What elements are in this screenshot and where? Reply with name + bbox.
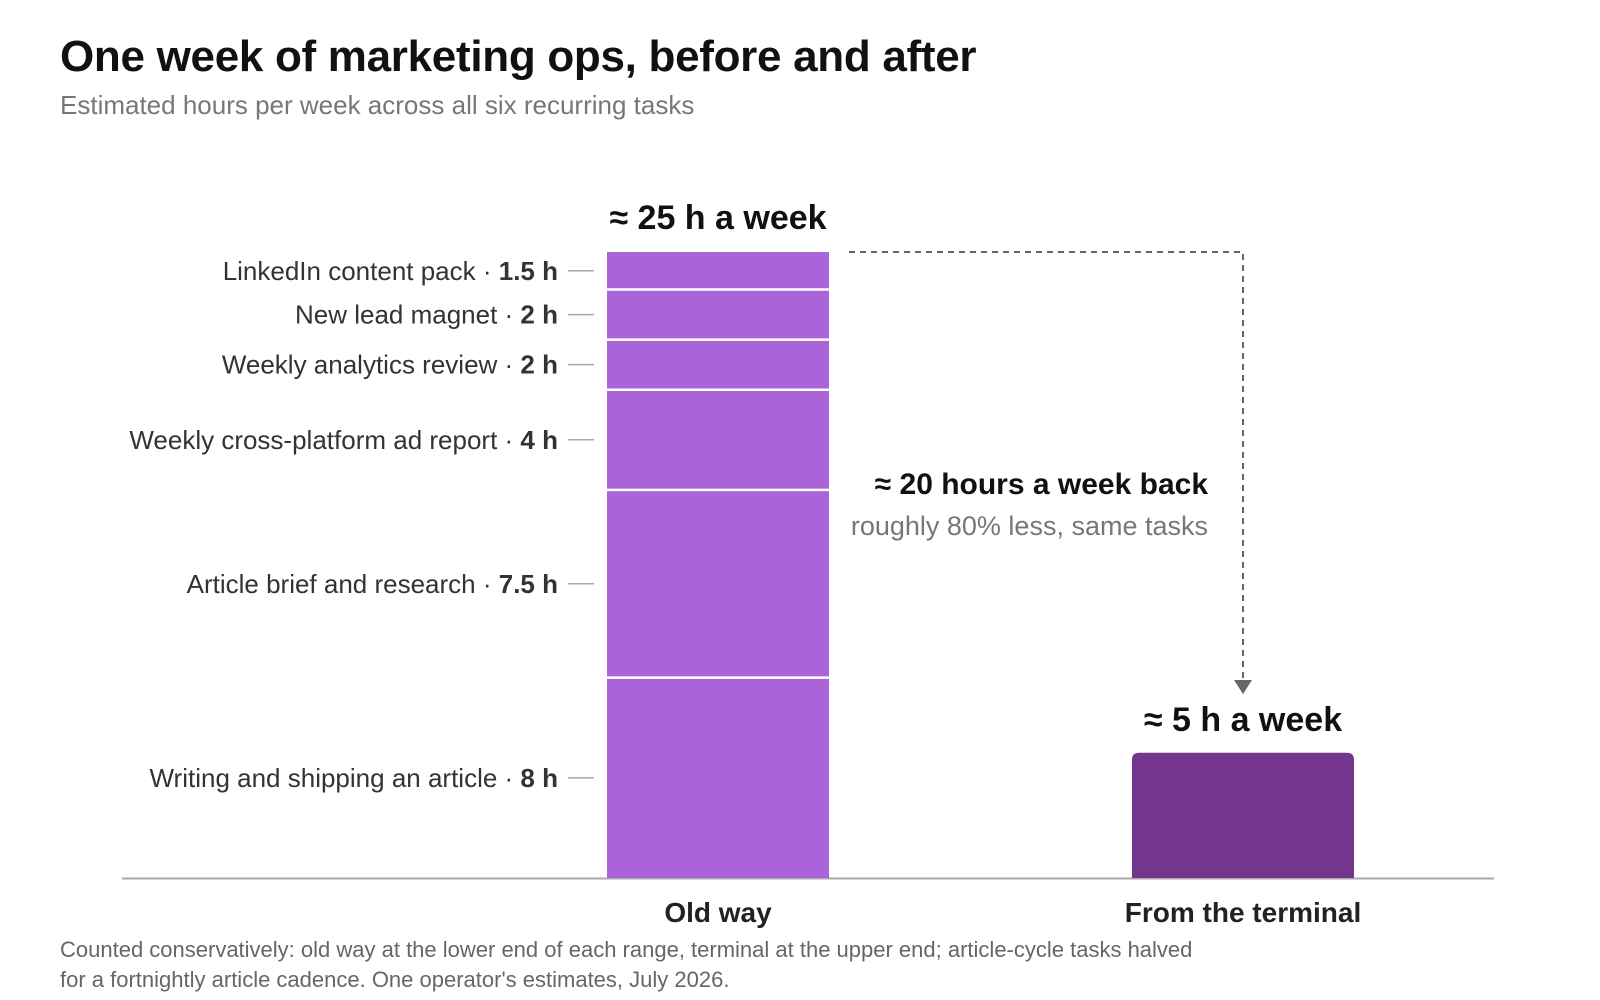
segment-label-value: 2 h [520, 350, 558, 380]
segment-label-value: 2 h [520, 300, 558, 330]
segment-label-value: 8 h [520, 763, 558, 793]
x-tick-label: From the terminal [1125, 897, 1361, 928]
segment-label-value: 7.5 h [499, 569, 558, 599]
segment-label: Weekly analytics review · 2 h [222, 350, 558, 380]
x-tick-label: Old way [664, 897, 772, 928]
old-way-segment-4 [607, 339, 829, 390]
old-way-segment-5 [607, 289, 829, 340]
segment-label: Weekly cross-platform ad report · 4 h [129, 425, 558, 455]
old-way-segment-2 [607, 489, 829, 678]
segment-label-name: Weekly cross-platform ad report · [129, 425, 520, 455]
chart-subtitle: Estimated hours per week across all six … [60, 90, 695, 120]
segment-label: LinkedIn content pack · 1.5 h [223, 256, 558, 286]
old-way-segment-6 [607, 252, 829, 290]
savings-connector [849, 251, 1244, 680]
segment-label-value: 1.5 h [499, 256, 558, 286]
segment-label-name: Article brief and research · [187, 569, 499, 599]
footnote-line-1: Counted conservatively: old way at the l… [60, 937, 1193, 962]
segment-label-name: LinkedIn content pack · [223, 256, 499, 286]
segment-label: Article brief and research · 7.5 h [187, 569, 558, 599]
savings-headline: ≈ 20 hours a week back [875, 468, 1209, 501]
segment-label-name: Writing and shipping an article · [149, 763, 520, 793]
old-way-segment-1 [607, 677, 829, 878]
old-way-total-label: ≈ 25 h a week [609, 199, 826, 237]
segment-label-name: New lead magnet · [295, 300, 520, 330]
terminal-total-label: ≈ 5 h a week [1144, 701, 1342, 739]
segment-label-name: Weekly analytics review · [222, 350, 521, 380]
savings-detail: roughly 80% less, same tasks [851, 511, 1208, 541]
terminal-bar [1132, 752, 1354, 878]
chart-footnote: Counted conservatively: old way at the l… [60, 935, 1360, 995]
segment-label: Writing and shipping an article · 8 h [149, 763, 558, 793]
chart-title: One week of marketing ops, before and af… [60, 32, 977, 81]
segment-label: New lead magnet · 2 h [295, 300, 558, 330]
old-way-segment-3 [607, 389, 829, 490]
segment-label-value: 4 h [520, 425, 558, 455]
footnote-line-2: for a fortnightly article cadence. One o… [60, 967, 730, 992]
savings-arrowhead [1234, 680, 1252, 694]
